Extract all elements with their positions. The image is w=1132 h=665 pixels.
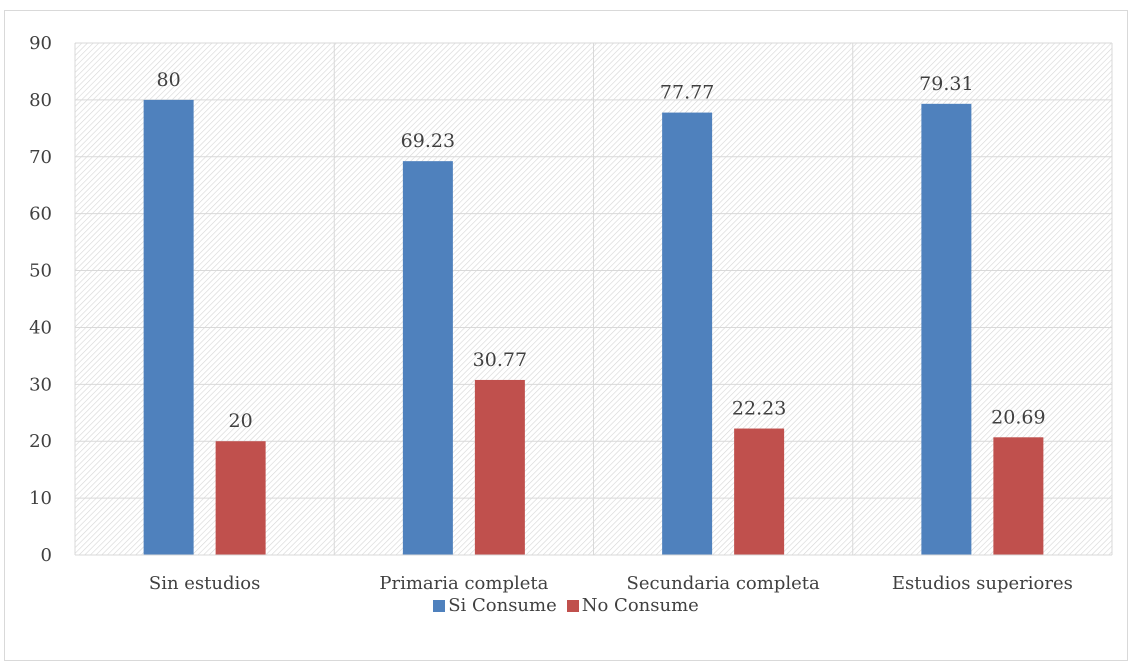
x-tick-label: Secundaria completa: [627, 573, 820, 594]
legend-swatch-no-consume: [566, 599, 579, 612]
x-tick-label: Primaria completa: [379, 573, 548, 594]
bars: [143, 99, 1044, 556]
y-tick-label: 40: [29, 317, 52, 338]
y-axis: 0 10 20 30 40 50 60 70 80 90: [29, 33, 52, 566]
legend-item-no-consume: No Consume: [566, 595, 699, 616]
legend-item-si-consume: Si Consume: [433, 595, 557, 616]
legend-swatch-si-consume: [433, 599, 446, 612]
y-tick-label: 70: [29, 147, 52, 168]
data-label: 20.69: [991, 406, 1045, 428]
y-tick-label: 30: [29, 374, 52, 395]
data-label: 30.77: [473, 349, 527, 371]
x-tick-label: Sin estudios: [149, 573, 260, 594]
y-tick-label: 0: [41, 545, 52, 566]
data-label: 20: [229, 410, 253, 432]
data-label: 77.77: [660, 82, 714, 104]
bar-si-consume: [402, 161, 453, 556]
bar-no-consume: [474, 379, 525, 555]
y-tick-label: 80: [29, 90, 52, 111]
y-tick-label: 20: [29, 431, 52, 452]
bar-si-consume: [921, 103, 972, 556]
legend-label-no-consume: No Consume: [581, 595, 699, 616]
bar-si-consume: [662, 112, 713, 556]
y-tick-label: 60: [29, 204, 52, 225]
x-axis: Sin estudios Primaria completa Secundaria …: [75, 554, 1112, 594]
bar-no-consume: [734, 428, 785, 555]
legend: Si Consume No Consume: [0, 595, 1132, 616]
y-tick-label: 10: [29, 488, 52, 509]
y-tick-label: 50: [29, 261, 52, 282]
data-label: 22.23: [732, 398, 786, 420]
bar-no-consume: [993, 437, 1044, 555]
legend-label-si-consume: Si Consume: [448, 595, 557, 616]
x-tick-label: Estudios superiores: [892, 573, 1073, 594]
bar-no-consume: [215, 441, 266, 555]
data-labels: 80 20 69.23 30.77 77.77 22.23 79.31 20.69: [157, 69, 1046, 432]
bar-si-consume: [143, 99, 194, 555]
data-label: 80: [157, 69, 181, 91]
data-label: 69.23: [401, 130, 455, 152]
data-label: 79.31: [919, 73, 973, 95]
y-tick-label: 90: [29, 33, 52, 54]
